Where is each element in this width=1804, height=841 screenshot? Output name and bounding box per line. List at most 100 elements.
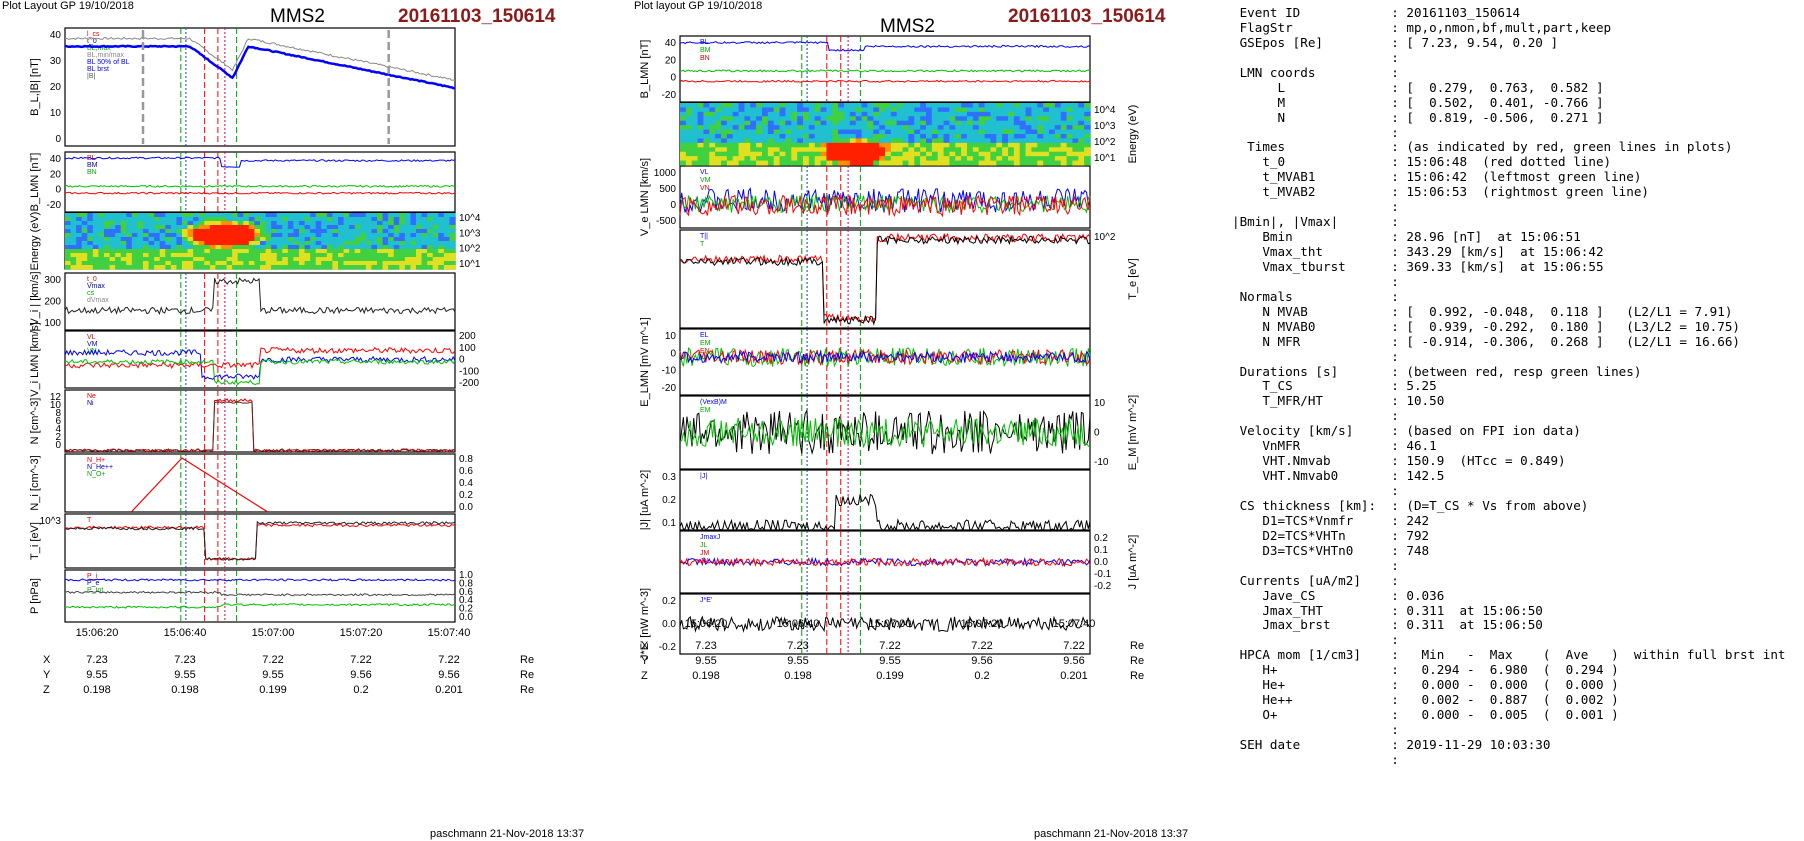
spectrogram-cell <box>744 103 751 109</box>
spectrogram-cell <box>803 125 810 131</box>
spectrogram-cell <box>1049 120 1056 126</box>
spectrogram-cell <box>416 237 423 242</box>
spectrogram-cell <box>126 249 133 254</box>
info-line: CS thickness [km]: : (D=T_CS * Vs from a… <box>1232 497 1589 513</box>
spectrogram-cell <box>92 253 100 258</box>
spectrogram-cell <box>243 225 250 230</box>
spectrogram-cell <box>1043 111 1050 117</box>
info-line: Event ID : 20161103_150614 <box>1232 5 1521 20</box>
spectrogram-cell <box>1066 103 1074 109</box>
spectrogram-cell <box>779 129 787 135</box>
spectrogram-cell <box>1049 125 1056 131</box>
spectrogram-cell <box>797 116 804 122</box>
spectrogram-cell <box>996 142 1003 148</box>
spectrogram-cell <box>87 233 94 238</box>
spectrogram-cell <box>87 237 94 242</box>
spectrogram-cell <box>1037 142 1044 148</box>
spectrogram-cell <box>961 142 968 148</box>
spectrogram-cell <box>779 160 787 166</box>
spectrogram-cell <box>354 257 361 262</box>
spectrogram-cell <box>215 233 222 238</box>
spectrogram-cell <box>81 213 88 218</box>
spectrogram-cell <box>104 257 111 262</box>
spectrogram-cell <box>70 257 77 262</box>
spectrogram-cell <box>1066 151 1074 157</box>
spectrogram-cell <box>209 249 217 254</box>
spectrogram-cell <box>349 257 356 262</box>
spectrogram-cell <box>849 142 857 148</box>
coord-unit: Re <box>1130 655 1144 667</box>
y-tick-label: -0.2 <box>659 642 677 653</box>
spectrogram-cell <box>791 147 798 153</box>
spectrogram-cell <box>885 151 892 157</box>
spectrogram-cell <box>750 156 757 162</box>
spectrogram-cell <box>304 265 311 270</box>
spectrogram-cell <box>808 129 816 135</box>
spectrogram-cell <box>1060 160 1068 166</box>
spectrogram-cell <box>832 142 839 148</box>
spectrogram-cell <box>404 257 412 262</box>
panel-y-label: E_M [mV m^-2] <box>1127 395 1139 470</box>
spectrogram-cell <box>920 138 927 144</box>
y-tick-label: 20 <box>665 55 677 66</box>
spectrogram-cell <box>109 225 116 230</box>
spectrogram-cell <box>937 156 945 162</box>
y-tick-label: -10 <box>662 366 677 377</box>
spectrogram-cell <box>276 265 283 270</box>
spectrogram-cell <box>338 229 345 234</box>
spectrogram-cell <box>961 120 968 126</box>
spectrogram-cell <box>961 134 968 140</box>
info-line: t_0 : 15:06:48 (red dotted line) <box>1232 154 1612 170</box>
spectrogram-cell <box>1013 107 1021 113</box>
spectrogram-cell <box>715 147 722 153</box>
spectrogram-cell <box>193 265 200 270</box>
spectrogram-cell <box>1072 111 1079 117</box>
spectrogram-cell <box>365 245 373 250</box>
spectrogram-cell <box>293 233 300 238</box>
spectrogram-cell <box>890 107 898 113</box>
spectrogram-cell <box>365 225 373 230</box>
spectrogram-cell <box>104 233 111 238</box>
spectrogram-cell <box>204 233 211 238</box>
spectrogram-cell <box>282 249 289 254</box>
spectrogram-cell <box>165 233 172 238</box>
spectrogram-cell <box>1049 134 1056 140</box>
spectrogram-cell <box>98 245 105 250</box>
spectrogram-cell <box>92 241 100 246</box>
coord-unit: Re <box>520 654 534 666</box>
spectrogram-cell <box>861 142 869 148</box>
spectrogram-cell <box>697 156 705 162</box>
spectrogram-cell <box>365 253 373 258</box>
spectrogram-cell <box>937 103 945 109</box>
spectrogram-cell <box>87 257 94 262</box>
spectrogram-cell <box>326 265 334 270</box>
spectrogram-cell <box>248 265 256 270</box>
spectrogram-cell <box>382 229 389 234</box>
coord-value: 7.23 <box>695 640 716 652</box>
spectrogram-cell <box>949 160 956 166</box>
spectrogram-cell <box>98 257 105 262</box>
spectrogram-cell <box>388 245 395 250</box>
spectrogram-cell <box>209 237 217 242</box>
spectrogram-cell <box>896 134 904 140</box>
spectrogram-cell <box>920 147 927 153</box>
spectrogram-cell <box>326 221 334 226</box>
spectrogram-cell <box>926 120 933 126</box>
spectrogram-cell <box>343 233 350 238</box>
spectrogram-cell <box>315 257 322 262</box>
spectrogram-cell <box>873 120 880 126</box>
spectrogram-cell <box>1008 125 1015 131</box>
spectrogram-cell <box>826 142 833 148</box>
spectrogram-cell <box>762 111 769 117</box>
spectrogram-cell <box>785 142 792 148</box>
spectrogram-cell <box>826 111 833 117</box>
spectrogram-cell <box>961 138 968 144</box>
spectrogram-cell <box>808 125 816 131</box>
spectrogram-cell <box>855 111 863 117</box>
spectrogram-cell <box>680 156 687 162</box>
info-line: Jmax_brst : 0.311 at 15:06:50 <box>1232 617 1543 633</box>
P-i-line <box>64 578 456 582</box>
Te-par-line <box>679 232 1091 324</box>
spectrogram-cell <box>104 253 111 258</box>
